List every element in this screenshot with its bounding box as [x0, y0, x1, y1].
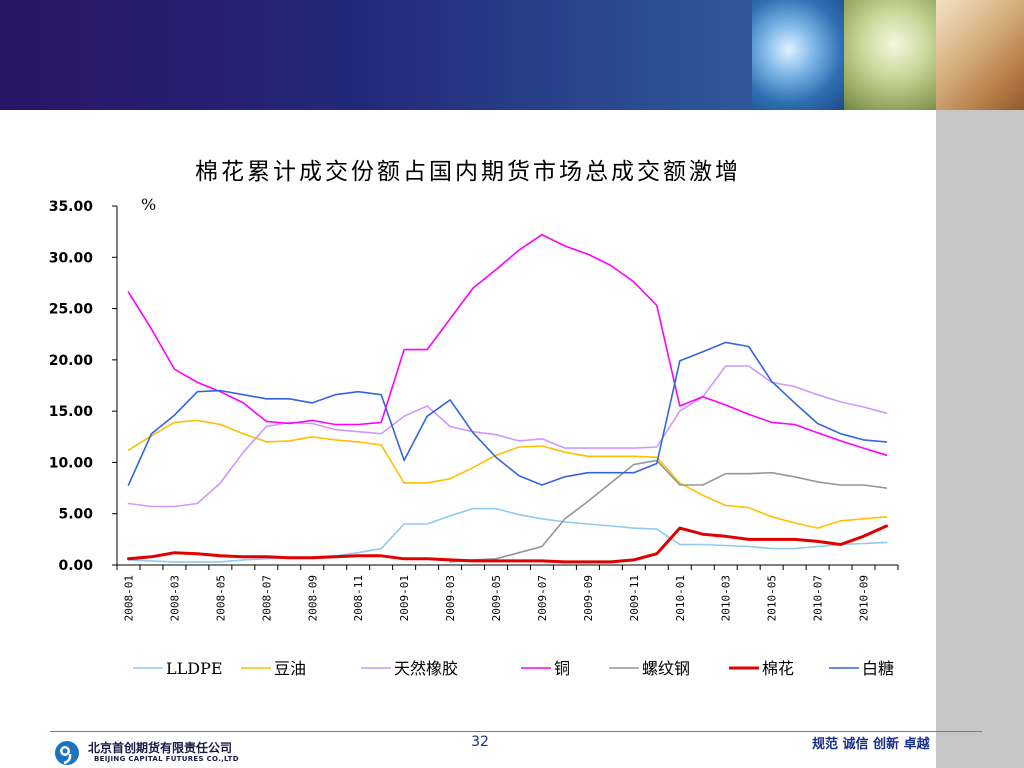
x-tick-label: 2009-05 — [490, 575, 503, 621]
x-tick-label: 2009-01 — [398, 575, 411, 621]
legend-label: 天然橡胶 — [394, 659, 458, 678]
right-sidebar-bar — [936, 110, 1024, 768]
legend-label: 螺纹钢 — [642, 659, 690, 678]
y-tick-label: 20.00 — [49, 353, 94, 369]
header-photo-clock — [752, 0, 844, 110]
y-axis-unit-label: % — [141, 195, 156, 214]
line-chart: 0.00 5.00 10.00 15.00 20.00 25.00 30.00 35.00 % 2… — [49, 195, 899, 678]
company-logo: 北京首创期货有限责任公司 BEIJING CAPITAL FUTURES CO.… — [54, 739, 264, 767]
page-number: 32 — [471, 734, 489, 750]
series-line — [127, 341, 888, 486]
header-photo-map — [844, 0, 936, 110]
x-tick-label: 2009-09 — [582, 575, 595, 621]
x-tick-label: 2008-01 — [122, 575, 135, 621]
y-tick-label: 0.00 — [58, 558, 93, 574]
series-line — [127, 419, 888, 529]
y-tick-label: 35.00 — [49, 199, 94, 215]
x-tick-label: 2009-11 — [628, 575, 641, 621]
footer-divider — [50, 731, 982, 732]
x-tick-label: 2009-07 — [536, 575, 549, 621]
x-tick-label: 2008-03 — [168, 575, 181, 621]
legend-label: 豆油 — [274, 659, 306, 678]
x-tick-label: 2008-11 — [352, 575, 365, 621]
series-line — [127, 365, 888, 508]
company-name-en: BEIJING CAPITAL FUTURES CO.,LTD — [94, 755, 239, 763]
legend-label: 铜 — [554, 659, 570, 678]
x-tick-label: 2010-03 — [720, 575, 733, 621]
x-tick-label: 2008-09 — [306, 575, 319, 621]
series-line — [127, 524, 888, 564]
header-photo-pen — [936, 0, 1024, 110]
y-tick-label: 15.00 — [49, 404, 94, 420]
logo-swirl-icon — [55, 741, 79, 765]
legend-label: 白糖 — [862, 659, 894, 678]
x-tick-label: 2008-07 — [260, 575, 273, 621]
x-tick-label: 2010-01 — [674, 575, 687, 621]
series-line — [127, 233, 888, 456]
y-tick-label: 10.00 — [49, 455, 94, 471]
header-photo-strip — [752, 0, 1024, 110]
x-tick-label: 2010-09 — [858, 575, 871, 621]
chart-title: 棉花累计成交份额占国内期货市场总成交额激增 — [195, 159, 741, 185]
y-tick-label: 5.00 — [58, 507, 93, 523]
series-line — [127, 507, 888, 563]
slogan: 规范 诚信 创新 卓越 — [812, 737, 930, 752]
company-name-cn: 北京首创期货有限责任公司 — [88, 741, 233, 755]
x-tick-label: 2009-03 — [444, 575, 457, 621]
legend-label: LLDPE — [166, 659, 223, 678]
y-tick-label: 30.00 — [49, 250, 94, 266]
x-tick-label: 2008-05 — [214, 575, 227, 621]
legend-label: 棉花 — [762, 659, 794, 678]
x-tick-label: 2010-07 — [812, 575, 825, 621]
series-line — [449, 459, 888, 563]
y-tick-label: 25.00 — [49, 302, 94, 318]
x-tick-label: 2010-05 — [766, 575, 779, 621]
